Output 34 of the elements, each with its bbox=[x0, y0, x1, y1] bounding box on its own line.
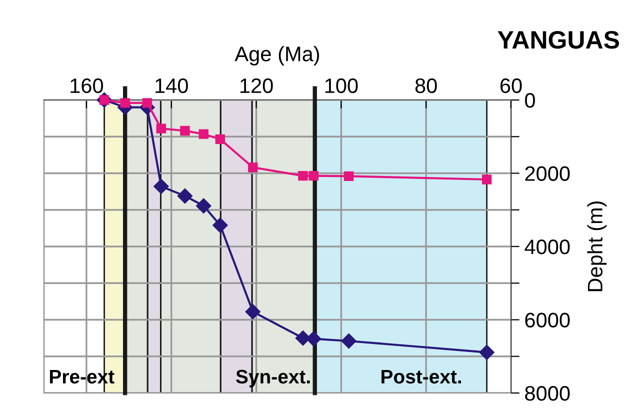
point bbox=[308, 170, 318, 181]
y-tick-label: 2000 bbox=[525, 166, 570, 182]
x-tick-label: 100 bbox=[325, 78, 358, 94]
point bbox=[196, 198, 212, 214]
point bbox=[212, 218, 228, 233]
point bbox=[479, 344, 494, 360]
point bbox=[298, 170, 308, 181]
y-tick-label: 4000 bbox=[524, 240, 570, 254]
point bbox=[482, 174, 492, 184]
x-tick-label: 120 bbox=[240, 78, 273, 94]
y-tick-label: 8000 bbox=[525, 386, 570, 401]
chart-title: YANGUAS bbox=[498, 31, 620, 49]
point bbox=[177, 188, 193, 204]
y-tick-label: 6000 bbox=[525, 312, 570, 328]
x-tick-label: 160 bbox=[70, 78, 104, 94]
point bbox=[245, 304, 260, 320]
point bbox=[215, 134, 226, 144]
point bbox=[142, 98, 152, 108]
y-axis-title: Depht (m) bbox=[587, 201, 607, 292]
point bbox=[154, 178, 169, 194]
point bbox=[120, 98, 130, 108]
point bbox=[341, 333, 356, 349]
x-axis-title: Age (Ma) bbox=[234, 46, 320, 66]
point bbox=[198, 129, 208, 139]
x-tick-label: 140 bbox=[156, 78, 188, 94]
point bbox=[156, 124, 166, 134]
point bbox=[306, 331, 322, 346]
x-tick-label: 60 bbox=[500, 78, 522, 94]
point bbox=[180, 126, 190, 136]
y-tick-label: 0 bbox=[525, 93, 535, 108]
annotation: Post-ext. bbox=[382, 370, 462, 384]
point bbox=[344, 171, 354, 182]
x-tick-label: 80 bbox=[415, 78, 437, 94]
point bbox=[248, 162, 258, 172]
